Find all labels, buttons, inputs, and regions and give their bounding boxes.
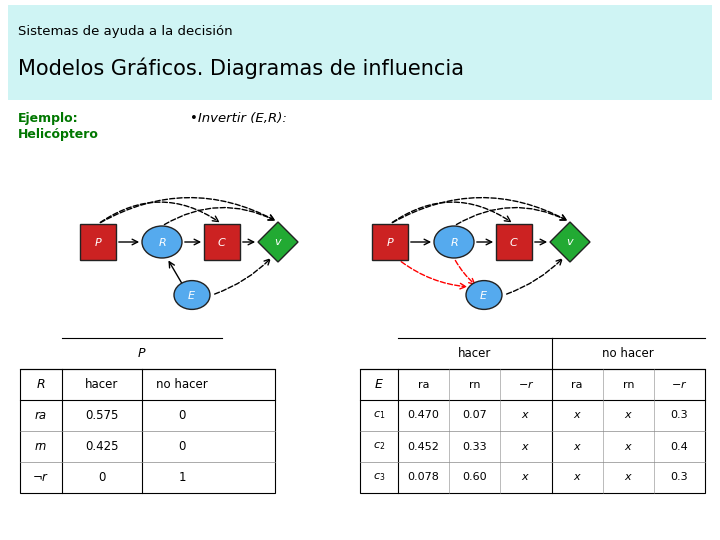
Text: rn: rn bbox=[35, 440, 48, 453]
Text: $x$: $x$ bbox=[521, 442, 531, 451]
Text: $E$: $E$ bbox=[374, 378, 384, 391]
FancyBboxPatch shape bbox=[204, 224, 240, 260]
Text: 0: 0 bbox=[179, 440, 186, 453]
Text: $P$: $P$ bbox=[138, 347, 147, 360]
Text: $\mathit{R}$: $\mathit{R}$ bbox=[158, 236, 166, 248]
Text: 0.4: 0.4 bbox=[670, 442, 688, 451]
Ellipse shape bbox=[174, 281, 210, 309]
Text: $\mathit{v}$: $\mathit{v}$ bbox=[566, 237, 575, 247]
Text: $c_3$: $c_3$ bbox=[373, 471, 385, 483]
Text: •Invertir (E,R):: •Invertir (E,R): bbox=[190, 112, 287, 125]
Text: $\neg r$: $\neg r$ bbox=[32, 471, 50, 484]
FancyBboxPatch shape bbox=[496, 224, 532, 260]
Text: ra: ra bbox=[418, 380, 429, 389]
Text: hacer: hacer bbox=[458, 347, 492, 360]
Text: $-r$: $-r$ bbox=[671, 379, 688, 390]
FancyBboxPatch shape bbox=[80, 224, 116, 260]
Text: hacer: hacer bbox=[85, 378, 119, 391]
Text: 0.07: 0.07 bbox=[462, 410, 487, 421]
Text: 1: 1 bbox=[179, 471, 186, 484]
Text: 0.425: 0.425 bbox=[85, 440, 119, 453]
Polygon shape bbox=[258, 222, 298, 262]
Text: $x$: $x$ bbox=[572, 410, 582, 421]
Text: $\mathit{v}$: $\mathit{v}$ bbox=[274, 237, 282, 247]
Text: $x$: $x$ bbox=[572, 472, 582, 483]
Text: $\mathit{C}$: $\mathit{C}$ bbox=[509, 236, 519, 248]
Text: 0: 0 bbox=[179, 409, 186, 422]
Text: $x$: $x$ bbox=[624, 442, 633, 451]
Ellipse shape bbox=[466, 281, 502, 309]
FancyBboxPatch shape bbox=[8, 5, 712, 100]
Text: $c_1$: $c_1$ bbox=[373, 410, 385, 421]
Text: $-r$: $-r$ bbox=[518, 379, 534, 390]
Text: Modelos Gráficos. Diagramas de influencia: Modelos Gráficos. Diagramas de influenci… bbox=[18, 57, 464, 79]
Text: rn: rn bbox=[469, 380, 480, 389]
Text: 0.452: 0.452 bbox=[408, 442, 439, 451]
Text: 0.33: 0.33 bbox=[462, 442, 487, 451]
Text: Helicóptero: Helicóptero bbox=[18, 128, 99, 141]
Text: 0.078: 0.078 bbox=[408, 472, 439, 483]
Polygon shape bbox=[550, 222, 590, 262]
FancyBboxPatch shape bbox=[20, 369, 275, 493]
Text: Ejemplo:: Ejemplo: bbox=[18, 112, 78, 125]
Text: no hacer: no hacer bbox=[156, 378, 208, 391]
Text: ra: ra bbox=[572, 380, 582, 389]
Text: $R$: $R$ bbox=[36, 378, 46, 391]
Ellipse shape bbox=[142, 226, 182, 258]
Text: $c_2$: $c_2$ bbox=[373, 441, 385, 453]
Text: $\mathit{P}$: $\mathit{P}$ bbox=[386, 236, 395, 248]
Text: $\mathit{R}$: $\mathit{R}$ bbox=[450, 236, 459, 248]
Text: 0.470: 0.470 bbox=[408, 410, 439, 421]
Text: Sistemas de ayuda a la decisión: Sistemas de ayuda a la decisión bbox=[18, 25, 233, 38]
Text: 0.60: 0.60 bbox=[462, 472, 487, 483]
Text: 0.575: 0.575 bbox=[85, 409, 119, 422]
Text: $x$: $x$ bbox=[521, 472, 531, 483]
Text: 0.3: 0.3 bbox=[670, 472, 688, 483]
Text: ra: ra bbox=[35, 409, 47, 422]
Text: $x$: $x$ bbox=[572, 442, 582, 451]
Text: $\mathit{P}$: $\mathit{P}$ bbox=[94, 236, 102, 248]
Text: rn: rn bbox=[623, 380, 634, 389]
FancyBboxPatch shape bbox=[372, 224, 408, 260]
Text: $\mathit{E}$: $\mathit{E}$ bbox=[187, 289, 197, 301]
Text: $x$: $x$ bbox=[624, 410, 633, 421]
Text: $x$: $x$ bbox=[521, 410, 531, 421]
Text: 0.3: 0.3 bbox=[670, 410, 688, 421]
Text: $\mathit{E}$: $\mathit{E}$ bbox=[480, 289, 488, 301]
Text: $x$: $x$ bbox=[624, 472, 633, 483]
Ellipse shape bbox=[434, 226, 474, 258]
FancyBboxPatch shape bbox=[360, 369, 705, 493]
Text: no hacer: no hacer bbox=[603, 347, 654, 360]
Text: $\mathit{C}$: $\mathit{C}$ bbox=[217, 236, 227, 248]
Text: 0: 0 bbox=[99, 471, 106, 484]
